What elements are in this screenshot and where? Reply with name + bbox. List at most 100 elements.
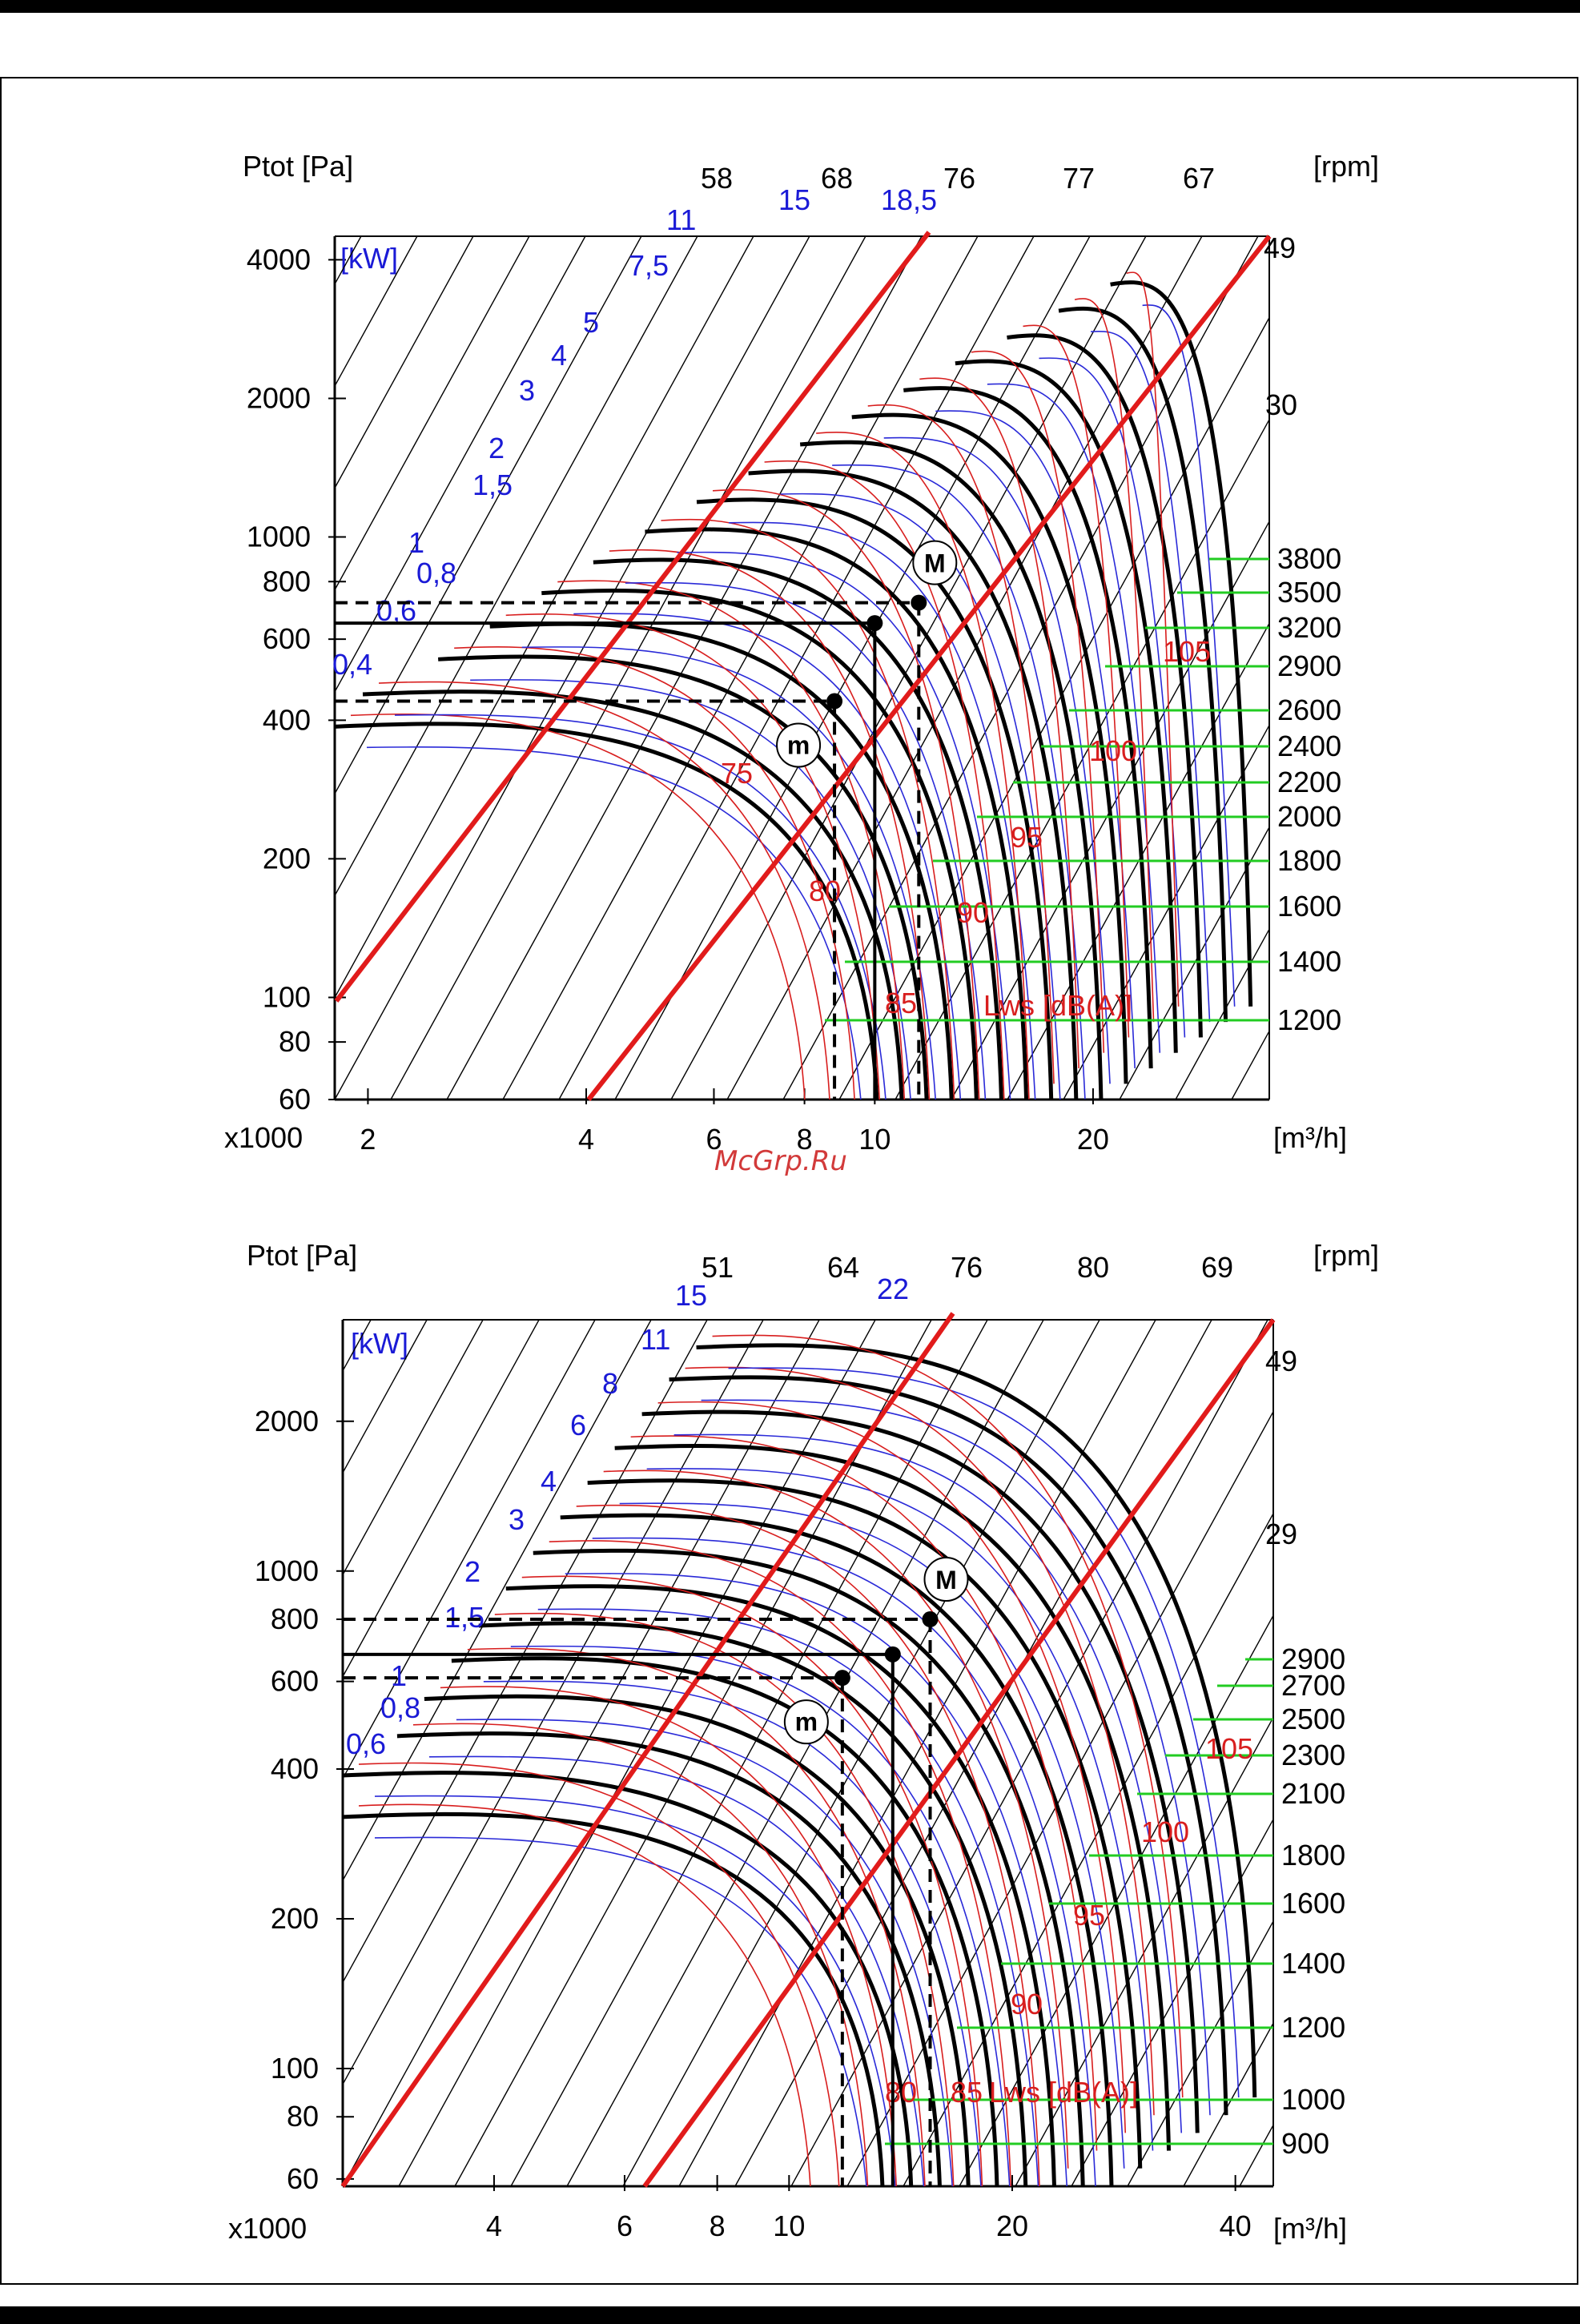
c0-y-tick-label: 400: [263, 703, 311, 736]
c0-sound-curve: [919, 377, 1079, 1069]
c1-fan-curve: [396, 1731, 942, 2186]
c0-marker-M-circle: [912, 540, 958, 585]
c0-power-curve: [1142, 304, 1236, 1007]
c0-y-tick-label: 200: [263, 842, 311, 875]
c1-efficiency-label: 29: [1265, 1518, 1297, 1550]
c1-power-label: 3: [509, 1503, 525, 1536]
c1-x-axis-title: [m³/h]: [1273, 2212, 1347, 2245]
c1-rpm-label: 2900: [1281, 1642, 1345, 1675]
c0-rpm-unit-label: [rpm]: [1313, 150, 1379, 183]
c0-x-tick-label: 2: [360, 1123, 376, 1156]
c0-fan-curve: [335, 722, 879, 1100]
c1-x-tick-label: 10: [773, 2209, 805, 2242]
c1-sound-label: 90: [1011, 1988, 1043, 2020]
c0-kw-unit-label: [kW]: [340, 242, 398, 275]
c0-power-label: 3: [519, 374, 535, 407]
c1-sound-curve: [521, 1575, 983, 2186]
c1-sound-curve: [630, 1435, 1098, 2151]
c1-power-curve: [456, 1719, 954, 2186]
c0-x-tick-label: 4: [578, 1123, 594, 1156]
c0-system-line: [1063, 724, 1269, 1100]
c1-power-label: 6: [570, 1409, 586, 1441]
c0-system-line: [1007, 622, 1269, 1100]
c0-power-curve: [394, 714, 886, 1100]
c0-y-tick-label: 4000: [247, 243, 311, 275]
c1-marker-M-label: M: [935, 1566, 957, 1594]
c1-rpm-label: 1400: [1281, 1947, 1345, 1980]
c0-sound-curve: [609, 549, 931, 1100]
c1-sound-label: 105: [1205, 1732, 1253, 1765]
c0-rpm-label: 1600: [1277, 890, 1341, 923]
c1-efficiency-line: [642, 1318, 1276, 2188]
c0-fan-curve: [851, 412, 1128, 1084]
c1-sound-label: 100: [1141, 1815, 1189, 1848]
c0-power-label: 15: [778, 183, 810, 216]
c0-marker-m-label: m: [787, 731, 810, 760]
c0-sound-curve: [816, 431, 1030, 1100]
c1-sound-curve: [576, 1504, 1040, 2186]
c1-sound-curve: [358, 1762, 840, 2186]
c0-sound-unit-label: Lws [dB(A)]: [983, 989, 1132, 1022]
c0-system-line: [1175, 927, 1269, 1100]
c1-sound-curve: [440, 1686, 898, 2186]
c1-rpm-unit-label: [rpm]: [1313, 1239, 1379, 1272]
c1-rpm-label: 2100: [1281, 1777, 1345, 1810]
c1-x-tick-label: 40: [1220, 2209, 1252, 2242]
c0-y-tick-label: 800: [263, 565, 311, 597]
c0-efficiency-label: 58: [701, 162, 733, 195]
c0-efficiency-line: [586, 235, 1272, 1101]
c1-power-label: 2: [464, 1555, 480, 1588]
c1-fan-curve: [560, 1513, 1114, 2186]
page-frame: [0, 77, 1578, 2285]
c1-system-line: [343, 1320, 540, 1679]
c1-sound-label: 95: [1073, 1899, 1105, 1932]
c0-power-curve: [935, 410, 1136, 1069]
c0-sound-curve: [378, 681, 830, 1100]
c1-y-tick-label: 800: [271, 1602, 319, 1635]
c0-power-label: 11: [666, 203, 696, 236]
c1-system-line: [343, 1320, 708, 1984]
c1-system-line: [1015, 1716, 1273, 2186]
c0-sound-label: 90: [957, 896, 989, 929]
c0-system-line: [446, 236, 923, 1100]
c1-power-label: 15: [675, 1279, 707, 1312]
c0-fan-curve: [748, 468, 1079, 1100]
c1-system-line: [846, 1410, 1273, 2186]
c0-point-nominal: [866, 615, 883, 632]
c0-point-M: [911, 594, 927, 611]
c1-rpm-label: 1600: [1281, 1887, 1345, 1920]
c1-system-line: [959, 1614, 1273, 2186]
c0-system-line: [726, 236, 1203, 1100]
c0-power-label: 2: [488, 432, 505, 464]
c1-y-tick-label: 400: [271, 1752, 319, 1785]
c1-power-curve: [728, 1367, 1240, 2098]
c1-power-label: 11: [641, 1323, 670, 1356]
c1-sound-curve: [712, 1334, 1184, 2098]
c1-power-label: 1: [391, 1659, 407, 1692]
c1-sound-label: 85: [951, 2076, 983, 2109]
c1-rpm-label: 1000: [1281, 2083, 1345, 2116]
c0-sound-label: 100: [1089, 734, 1137, 767]
c1-plot-area: [343, 1320, 1273, 2186]
c1-efficiency-label: 64: [827, 1251, 859, 1284]
c0-sound-curve: [971, 350, 1105, 1053]
c1-point-nominal: [884, 1646, 901, 1663]
c1-power-curve: [673, 1433, 1183, 2133]
c1-fan-curve: [641, 1409, 1200, 2133]
c0-y-axis-title: Ptot [Pa]: [243, 150, 353, 183]
c0-efficiency-line: [334, 231, 931, 1003]
c1-y-tick-label: 600: [271, 1665, 319, 1698]
c1-system-line: [343, 1320, 820, 2186]
c0-rpm-label: 2400: [1277, 730, 1341, 762]
c0-x-multiplier: x1000: [224, 1121, 303, 1154]
c0-system-line: [670, 236, 1147, 1100]
c0-rpm-label: 2600: [1277, 694, 1341, 726]
c0-sound-curve: [764, 460, 1005, 1100]
c0-fan-curve: [903, 386, 1153, 1069]
c1-y-tick-label: 1000: [255, 1554, 319, 1587]
c0-rpm-label: 2200: [1277, 766, 1341, 798]
c0-efficiency-label: 67: [1183, 162, 1215, 195]
c0-sound-label: 95: [1011, 821, 1043, 854]
c1-rpm-label: 1200: [1281, 2011, 1345, 2044]
